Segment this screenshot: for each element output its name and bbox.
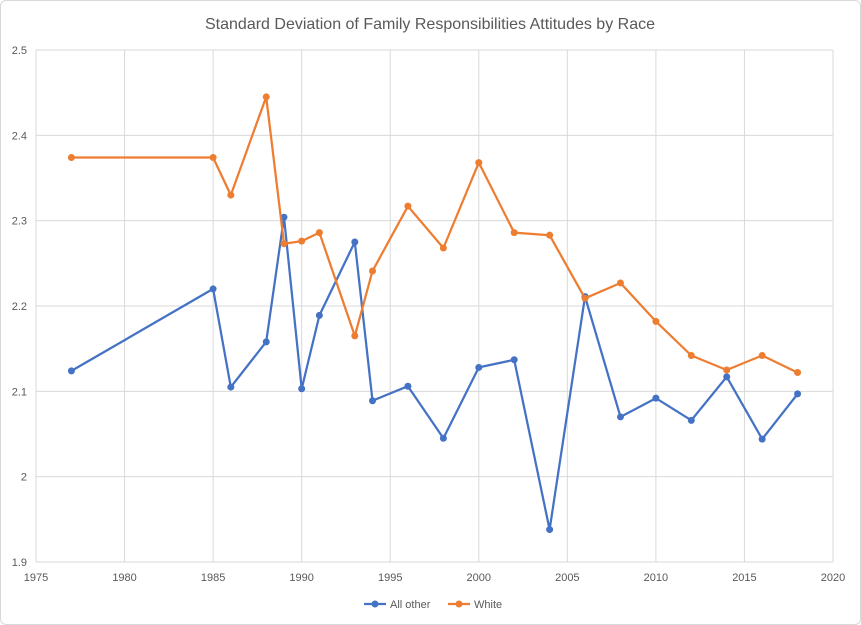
data-point-white (546, 231, 554, 239)
x-tick-label: 2015 (732, 572, 756, 584)
data-point-all-other (404, 382, 412, 390)
legend: All other White (364, 599, 502, 611)
data-point-all-other (546, 526, 554, 534)
data-point-all-other (652, 394, 660, 402)
y-axis-ticks: 1.9 2 2.1 2.2 2.3 2.4 2.5 (12, 45, 27, 569)
data-point-white (262, 93, 270, 101)
data-point-white (616, 279, 624, 287)
series-line-white (71, 95, 799, 374)
data-point-white (404, 202, 412, 210)
series-line-all-other (70, 216, 799, 531)
legend-swatch-marker (455, 600, 463, 608)
data-point-all-other (67, 367, 75, 375)
data-point-white (351, 332, 359, 340)
series-all-other (67, 213, 802, 534)
data-point-white (794, 369, 802, 377)
data-point-all-other (758, 435, 766, 443)
series-layer (67, 93, 802, 534)
data-point-all-other (723, 373, 731, 381)
data-point-all-other (298, 385, 306, 393)
data-point-all-other (510, 356, 518, 364)
y-tick-label: 2.2 (12, 301, 27, 313)
data-point-white (67, 154, 75, 162)
gridlines (35, 49, 834, 563)
x-tick-label: 2000 (467, 572, 491, 584)
data-point-white (510, 229, 518, 237)
data-point-white (280, 240, 288, 248)
data-point-white (652, 317, 660, 325)
x-tick-label: 1985 (201, 572, 225, 584)
y-tick-label: 2.4 (12, 130, 27, 142)
legend-item-white: White (448, 599, 502, 611)
y-tick-label: 2.3 (12, 216, 27, 228)
data-point-all-other (351, 238, 359, 246)
y-tick-label: 2.1 (12, 386, 27, 398)
y-tick-label: 1.9 (12, 557, 27, 569)
x-tick-label: 2010 (644, 572, 668, 584)
chart-title: Standard Deviation of Family Responsibil… (205, 16, 655, 33)
x-tick-label: 1975 (24, 572, 48, 584)
x-tick-label: 1990 (289, 572, 313, 584)
data-point-all-other (227, 383, 235, 391)
data-point-white (758, 351, 766, 359)
data-point-all-other (687, 416, 695, 424)
legend-label: All other (390, 599, 431, 611)
legend-item-all-other: All other (364, 599, 431, 611)
data-point-white (227, 191, 235, 199)
data-point-white (315, 229, 323, 237)
data-point-all-other (369, 397, 377, 405)
series-white (67, 93, 802, 377)
data-point-white (209, 154, 217, 162)
legend-swatch-marker (371, 600, 379, 608)
data-point-white (298, 237, 306, 245)
x-tick-label: 2005 (555, 572, 579, 584)
legend-label: White (474, 599, 502, 611)
data-point-all-other (794, 390, 802, 398)
data-point-all-other (439, 434, 447, 442)
data-point-white (369, 267, 377, 275)
data-point-all-other (209, 285, 217, 293)
x-tick-label: 1995 (378, 572, 402, 584)
data-point-white (475, 159, 483, 167)
data-point-white (439, 244, 447, 252)
data-point-white (723, 366, 731, 374)
x-tick-label: 1980 (112, 572, 136, 584)
data-point-white (581, 294, 589, 302)
x-axis-ticks: 1975 1980 1985 1990 1995 2000 2005 2010 2015 2020 (24, 572, 845, 584)
data-point-white (687, 351, 695, 359)
data-point-all-other (616, 413, 624, 421)
data-point-all-other (315, 311, 323, 319)
data-point-all-other (475, 363, 483, 371)
x-tick-label: 2020 (821, 572, 845, 584)
y-tick-label: 2 (21, 472, 27, 484)
y-tick-label: 2.5 (12, 45, 27, 57)
data-point-all-other (280, 213, 288, 221)
data-point-all-other (262, 338, 270, 346)
